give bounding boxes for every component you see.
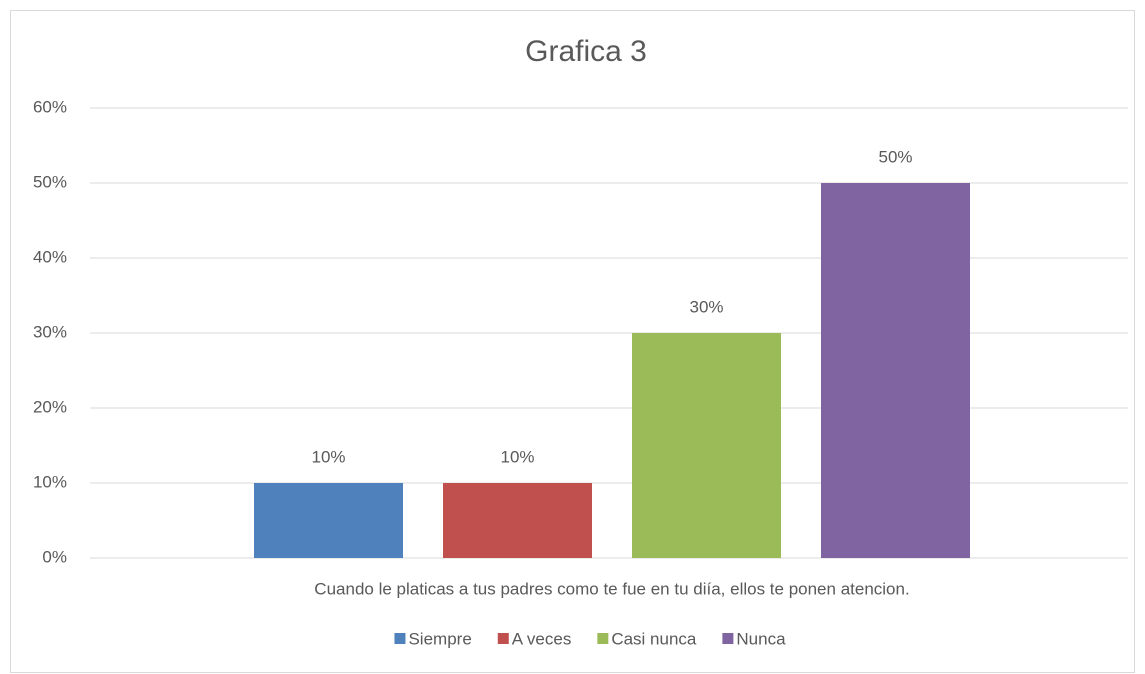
y-tick-label: 0%	[42, 547, 67, 566]
legend-label: Siempre	[408, 629, 471, 648]
x-tick-label: Cuando le platicas a tus padres como te …	[314, 579, 909, 598]
bar	[632, 333, 781, 558]
y-tick-label: 50%	[33, 172, 67, 191]
y-tick-label: 30%	[33, 322, 67, 341]
chart-title: Grafica 3	[525, 35, 647, 68]
legend-label: Casi nunca	[611, 629, 697, 648]
legend-swatch	[497, 633, 509, 644]
legend-label: A veces	[512, 629, 572, 648]
legend-swatch	[722, 633, 734, 644]
bar	[821, 183, 970, 558]
data-label: 50%	[878, 147, 912, 166]
y-tick-label: 40%	[33, 247, 67, 266]
legend-swatch	[597, 633, 609, 644]
data-label: 30%	[689, 297, 723, 316]
data-label: 10%	[311, 447, 345, 466]
data-label: 10%	[500, 447, 534, 466]
bar	[254, 483, 403, 558]
y-tick-label: 20%	[33, 397, 67, 416]
legend-swatch	[394, 633, 406, 644]
y-tick-label: 10%	[33, 472, 67, 491]
y-tick-label: 60%	[33, 97, 67, 116]
bar	[443, 483, 592, 558]
legend-label: Nunca	[736, 629, 786, 648]
